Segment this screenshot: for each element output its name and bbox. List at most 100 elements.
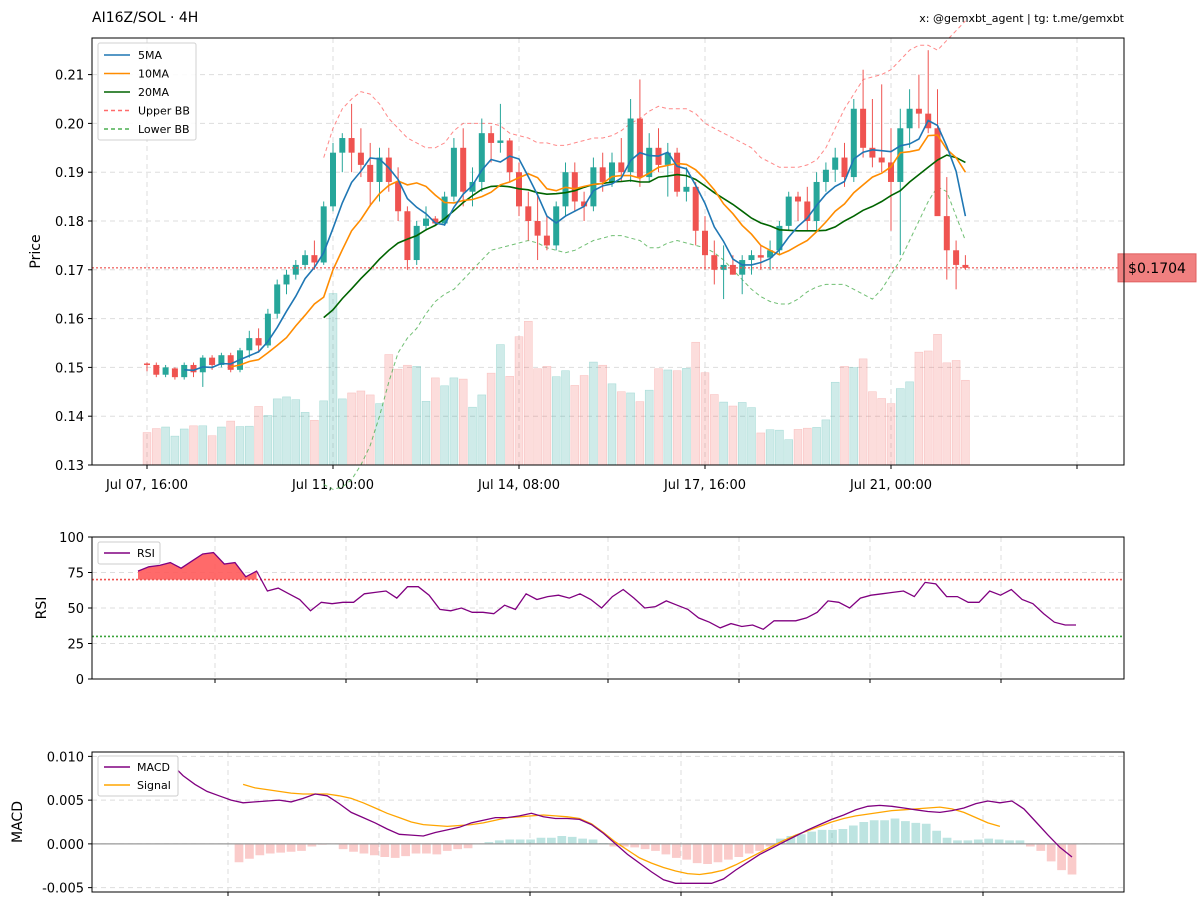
candle-body bbox=[618, 162, 625, 173]
candle-body bbox=[767, 250, 774, 258]
candle bbox=[702, 216, 708, 270]
candle bbox=[711, 240, 718, 285]
macd-histogram-bar bbox=[307, 843, 317, 847]
macd-histogram-bar bbox=[338, 843, 348, 850]
volume-bar bbox=[672, 370, 682, 466]
volume-bar bbox=[514, 336, 524, 466]
macd-histogram-bar bbox=[463, 843, 473, 849]
candle bbox=[860, 69, 867, 158]
macd-histogram-bar bbox=[848, 825, 858, 844]
macd-histogram-bar bbox=[692, 843, 702, 864]
ma10-line bbox=[230, 134, 967, 368]
candle-body bbox=[357, 152, 364, 165]
volume-bar bbox=[840, 366, 849, 466]
macd-panel: -0.005 0.000 0.005 0.010 MACD MACD Signal bbox=[10, 750, 1125, 897]
candle-body bbox=[404, 211, 411, 261]
macd-histogram-bar bbox=[380, 843, 390, 857]
rsi-plot-frame bbox=[91, 536, 1125, 680]
volume-bar bbox=[524, 320, 533, 466]
price-ytick-label: 0.13 bbox=[55, 459, 84, 474]
macd-histogram-bar bbox=[619, 843, 629, 847]
macd-histogram-bar bbox=[828, 829, 837, 844]
volume-bar bbox=[403, 364, 412, 466]
macd-histogram-bar bbox=[588, 839, 598, 844]
candle-body bbox=[962, 264, 969, 268]
candle bbox=[478, 118, 485, 192]
macd-histogram-bar bbox=[713, 843, 723, 863]
candle bbox=[218, 352, 225, 368]
volume-bar bbox=[635, 401, 645, 466]
volume-bar bbox=[737, 402, 747, 466]
price-plot-area bbox=[92, 38, 1124, 465]
volume-bar bbox=[365, 394, 375, 466]
candle-body bbox=[822, 169, 829, 182]
candle bbox=[283, 269, 290, 295]
signal-line bbox=[242, 783, 1001, 876]
macd-histogram-bar bbox=[682, 843, 692, 860]
candle bbox=[888, 128, 894, 231]
volume-bar bbox=[905, 381, 914, 466]
macd-axis-label: MACD bbox=[10, 801, 26, 843]
volume-bar bbox=[440, 385, 449, 466]
candle-body bbox=[627, 118, 634, 173]
volume-bar bbox=[533, 368, 542, 466]
candle-body bbox=[636, 118, 643, 178]
volume-bar bbox=[189, 425, 198, 466]
price-panel: 0.13 0.14 0.15 0.16 0.17 0.18 0.19 0.20 0.21 Jul … bbox=[28, 20, 1197, 493]
macd-histogram-bar bbox=[1036, 843, 1046, 851]
volume-bar bbox=[747, 407, 756, 466]
candle bbox=[692, 181, 699, 246]
price-legend: 5MA 10MA 20MA Upper BB Lower BB bbox=[97, 42, 197, 141]
candle bbox=[525, 191, 532, 241]
chart-title: AI16Z/SOL · 4H bbox=[92, 10, 198, 26]
candle-body bbox=[702, 230, 708, 256]
volume-bar bbox=[254, 406, 263, 466]
candle-body bbox=[395, 181, 402, 212]
macd-histogram-bar bbox=[484, 842, 494, 844]
candle-body bbox=[776, 225, 783, 251]
candle bbox=[813, 172, 820, 231]
macd-histogram-bar bbox=[557, 836, 567, 844]
candle-body bbox=[878, 157, 885, 163]
legend-label: Upper BB bbox=[138, 105, 190, 118]
macd-histogram-bar bbox=[744, 843, 754, 854]
price-ytick-label: 0.14 bbox=[55, 410, 84, 425]
volume-bar bbox=[626, 392, 635, 466]
candle-body bbox=[757, 255, 764, 258]
candle-body bbox=[432, 218, 439, 224]
volume-bar bbox=[245, 425, 254, 466]
volume-bar bbox=[300, 412, 310, 466]
candle bbox=[181, 362, 188, 380]
macd-histogram-bar bbox=[942, 837, 952, 844]
volume-bar bbox=[170, 435, 180, 466]
macd-histogram-bar bbox=[755, 843, 764, 851]
candle bbox=[423, 206, 429, 231]
candle bbox=[404, 206, 411, 270]
rsi-ytick-label: 50 bbox=[67, 602, 84, 617]
macd-ytick-label: 0.005 bbox=[47, 794, 84, 809]
legend-label: Lower BB bbox=[138, 123, 190, 136]
candle bbox=[832, 147, 839, 182]
candle-body bbox=[246, 338, 253, 351]
candle-body bbox=[423, 218, 429, 226]
candle-body bbox=[348, 138, 355, 153]
candle-body bbox=[609, 162, 615, 182]
current-price-badge bbox=[1117, 253, 1197, 283]
volume-bar bbox=[710, 394, 719, 466]
volume-bar bbox=[421, 400, 431, 466]
candle bbox=[199, 355, 206, 387]
current-price-label: $0.1704 bbox=[1128, 261, 1186, 277]
candle bbox=[320, 201, 327, 265]
candle bbox=[488, 125, 495, 163]
candle bbox=[246, 330, 253, 358]
macd-histogram-bar bbox=[671, 843, 681, 858]
price-ytick-label: 0.17 bbox=[55, 264, 84, 279]
volume-bar bbox=[793, 429, 803, 466]
candle-body bbox=[209, 357, 216, 365]
price-ytick-label: 0.20 bbox=[55, 117, 84, 132]
price-ytick-label: 0.18 bbox=[55, 215, 84, 230]
volume-bar bbox=[728, 405, 738, 466]
legend-label: 5MA bbox=[138, 49, 162, 62]
candle bbox=[227, 352, 234, 373]
volume-bar bbox=[468, 406, 477, 466]
